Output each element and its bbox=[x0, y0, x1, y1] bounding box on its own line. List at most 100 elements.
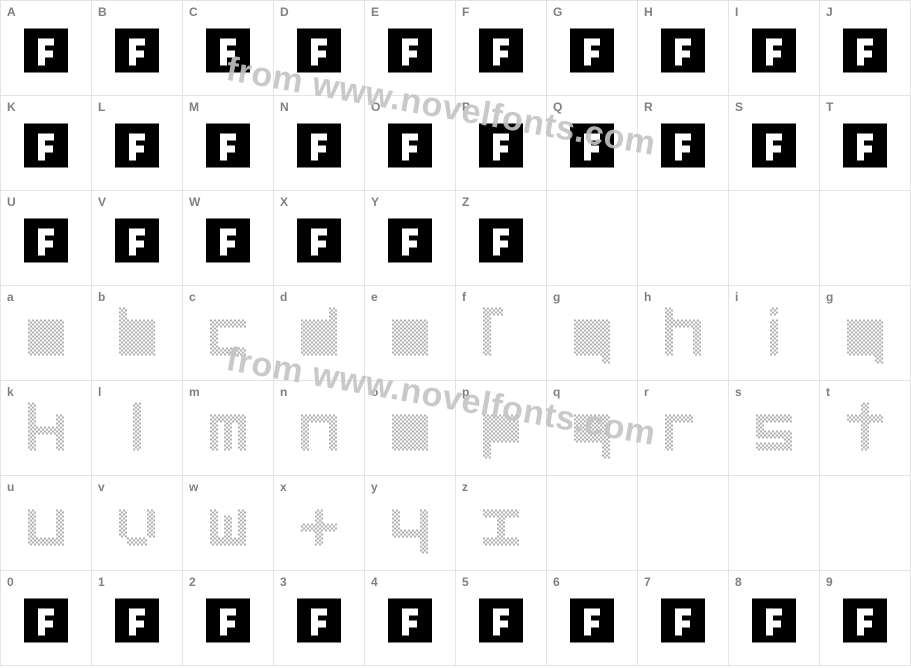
glyph-label: p bbox=[462, 385, 469, 399]
glyph-cell: c bbox=[183, 286, 274, 381]
glyph-cell bbox=[547, 191, 638, 286]
glyph-label: Y bbox=[371, 195, 379, 209]
glyph-preview bbox=[297, 123, 341, 172]
glyph-preview bbox=[388, 123, 432, 172]
glyph-label: R bbox=[644, 100, 653, 114]
glyph-preview bbox=[26, 307, 66, 368]
glyph-cell: L bbox=[92, 96, 183, 191]
glyph-preview bbox=[479, 28, 523, 77]
glyph-cell: G bbox=[547, 1, 638, 96]
glyph-label: F bbox=[462, 5, 469, 19]
glyph-preview bbox=[299, 307, 339, 368]
glyph-label: d bbox=[280, 290, 287, 304]
glyph-preview bbox=[661, 123, 705, 172]
glyph-cell: 9 bbox=[820, 571, 911, 666]
glyph-cell: h bbox=[638, 286, 729, 381]
glyph-label: 4 bbox=[371, 575, 378, 589]
glyph-label: s bbox=[735, 385, 742, 399]
glyph-preview bbox=[481, 307, 521, 368]
glyph-cell: v bbox=[92, 476, 183, 571]
glyph-preview bbox=[26, 497, 66, 558]
glyph-cell bbox=[729, 476, 820, 571]
glyph-cell: g bbox=[820, 286, 911, 381]
glyph-label: z bbox=[462, 480, 468, 494]
glyph-label: i bbox=[735, 290, 738, 304]
glyph-preview bbox=[843, 598, 887, 647]
glyph-cell: t bbox=[820, 381, 911, 476]
glyph-label: a bbox=[7, 290, 14, 304]
glyph-cell: V bbox=[92, 191, 183, 286]
glyph-preview bbox=[115, 598, 159, 647]
glyph-cell: g bbox=[547, 286, 638, 381]
glyph-label: w bbox=[189, 480, 198, 494]
glyph-cell bbox=[638, 476, 729, 571]
glyph-preview bbox=[572, 307, 612, 368]
glyph-preview bbox=[752, 598, 796, 647]
glyph-preview bbox=[206, 218, 250, 267]
glyph-label: H bbox=[644, 5, 653, 19]
glyph-preview bbox=[570, 598, 614, 647]
glyph-cell: 0 bbox=[1, 571, 92, 666]
glyph-preview bbox=[208, 497, 248, 558]
glyph-preview bbox=[390, 307, 430, 368]
glyph-preview bbox=[481, 497, 521, 558]
glyph-cell: e bbox=[365, 286, 456, 381]
glyph-preview bbox=[115, 28, 159, 77]
glyph-preview bbox=[479, 598, 523, 647]
glyph-cell: J bbox=[820, 1, 911, 96]
glyph-cell: a bbox=[1, 286, 92, 381]
glyph-cell: S bbox=[729, 96, 820, 191]
glyph-label: T bbox=[826, 100, 833, 114]
glyph-preview bbox=[24, 218, 68, 267]
glyph-preview bbox=[845, 402, 885, 463]
glyph-cell: Z bbox=[456, 191, 547, 286]
glyph-label: 0 bbox=[7, 575, 14, 589]
glyph-cell: 4 bbox=[365, 571, 456, 666]
glyph-label: c bbox=[189, 290, 196, 304]
glyph-label: t bbox=[826, 385, 830, 399]
glyph-cell: n bbox=[274, 381, 365, 476]
glyph-label: E bbox=[371, 5, 379, 19]
glyph-preview bbox=[479, 123, 523, 172]
glyph-cell: w bbox=[183, 476, 274, 571]
glyph-label: N bbox=[280, 100, 289, 114]
glyph-preview bbox=[206, 123, 250, 172]
glyph-label: k bbox=[7, 385, 14, 399]
glyph-cell: M bbox=[183, 96, 274, 191]
glyph-preview bbox=[481, 402, 521, 463]
glyph-label: O bbox=[371, 100, 380, 114]
glyph-label: X bbox=[280, 195, 288, 209]
glyph-preview bbox=[299, 497, 339, 558]
glyph-cell: F bbox=[456, 1, 547, 96]
glyph-preview bbox=[117, 307, 157, 368]
glyph-cell: 8 bbox=[729, 571, 820, 666]
glyph-preview bbox=[663, 402, 703, 463]
glyph-cell: T bbox=[820, 96, 911, 191]
glyph-cell: y bbox=[365, 476, 456, 571]
glyph-label: q bbox=[553, 385, 560, 399]
glyph-label: 3 bbox=[280, 575, 287, 589]
glyph-label: A bbox=[7, 5, 16, 19]
glyph-label: h bbox=[644, 290, 651, 304]
glyph-cell: r bbox=[638, 381, 729, 476]
glyph-cell: O bbox=[365, 96, 456, 191]
glyph-cell: E bbox=[365, 1, 456, 96]
glyph-cell: 6 bbox=[547, 571, 638, 666]
glyph-cell: Y bbox=[365, 191, 456, 286]
glyph-cell: m bbox=[183, 381, 274, 476]
glyph-label: U bbox=[7, 195, 16, 209]
glyph-preview bbox=[390, 402, 430, 463]
glyph-preview bbox=[297, 218, 341, 267]
glyph-cell: I bbox=[729, 1, 820, 96]
glyph-preview bbox=[479, 218, 523, 267]
glyph-label: D bbox=[280, 5, 289, 19]
glyph-cell: s bbox=[729, 381, 820, 476]
glyph-preview bbox=[570, 28, 614, 77]
glyph-preview bbox=[26, 402, 66, 463]
glyph-cell: A bbox=[1, 1, 92, 96]
glyph-preview bbox=[115, 123, 159, 172]
glyph-cell bbox=[820, 476, 911, 571]
glyph-label: 7 bbox=[644, 575, 651, 589]
glyph-preview bbox=[208, 307, 248, 368]
glyph-preview bbox=[663, 307, 703, 368]
